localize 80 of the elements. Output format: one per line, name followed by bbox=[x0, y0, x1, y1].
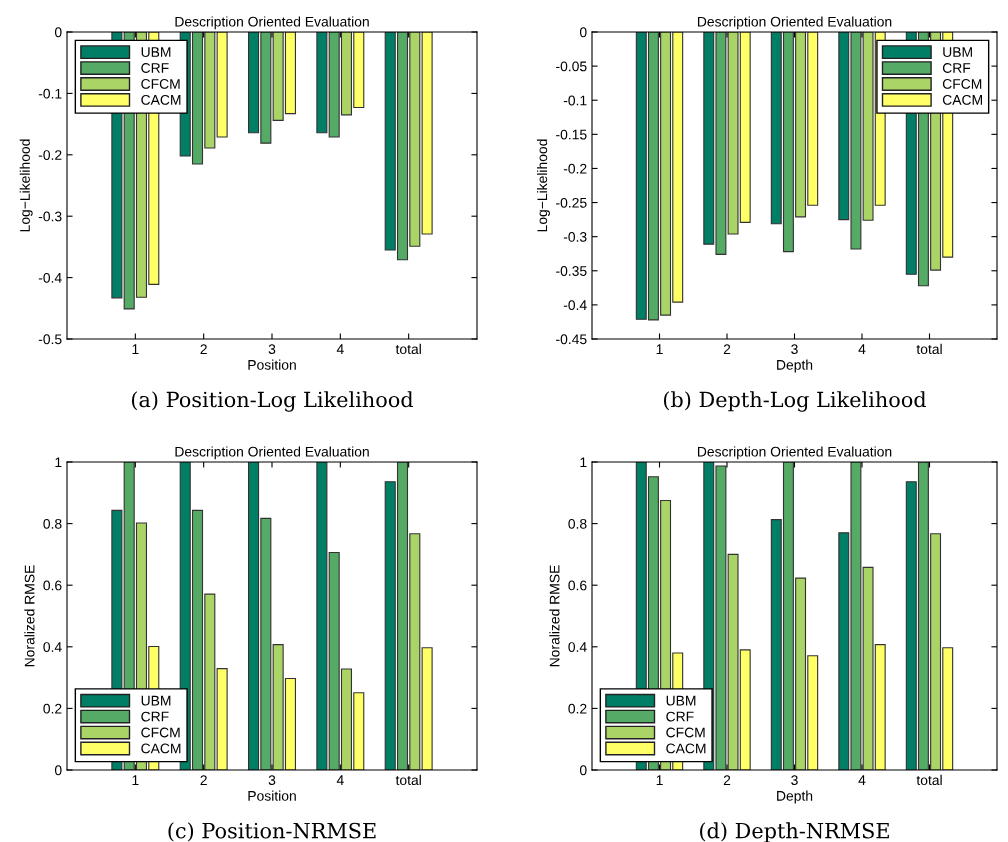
text: (c) Position-NRMSE bbox=[168, 822, 376, 842]
legend-label: CRF bbox=[141, 63, 169, 73]
y-tick-label: -0.4 bbox=[38, 272, 62, 283]
y-tick-label: 0.6 bbox=[568, 580, 587, 591]
legend-label: UBM bbox=[666, 695, 696, 706]
legend-label: CACM bbox=[141, 743, 181, 754]
y-tick-label: 0.2 bbox=[568, 703, 587, 714]
y-tick-label: 0 bbox=[54, 27, 62, 38]
legend-label: CFCM bbox=[141, 727, 180, 738]
x-tick-label: 2 bbox=[723, 775, 731, 785]
legend-label: CRF bbox=[942, 63, 971, 73]
x-tick-label: 1 bbox=[132, 344, 139, 354]
x-tick-label: 1 bbox=[132, 775, 139, 785]
y-tick-label: -0.5 bbox=[38, 334, 62, 345]
x-axis-title: Position bbox=[248, 359, 296, 370]
y-tick-label: -0.05 bbox=[556, 61, 587, 72]
y-tick-label: -0.45 bbox=[556, 334, 587, 345]
y-axis-title: Noralized RMSE bbox=[24, 565, 35, 667]
x-tick-label: 2 bbox=[200, 775, 207, 785]
legend-label: CRF bbox=[666, 711, 694, 722]
chart-title: Description Oriented Evaluation bbox=[175, 16, 369, 30]
x-tick-label: 1 bbox=[656, 344, 663, 354]
x-tick-label: total bbox=[916, 774, 942, 786]
x-tick-label: 2 bbox=[200, 344, 207, 354]
y-tick-label: -0.1 bbox=[563, 95, 587, 106]
legend-label: CACM bbox=[141, 94, 181, 105]
y-tick-label: 0 bbox=[54, 765, 62, 776]
x-tick-label: 3 bbox=[268, 344, 276, 355]
legend-label: CACM bbox=[666, 743, 706, 754]
x-axis-title: Position bbox=[248, 790, 296, 801]
y-tick-label: -0.2 bbox=[563, 163, 587, 174]
y-tick-label: -0.4 bbox=[563, 300, 587, 311]
x-tick-label: 3 bbox=[791, 344, 798, 355]
y-tick-label: -0.1 bbox=[38, 88, 62, 99]
y-tick-label: 0.8 bbox=[568, 518, 587, 529]
y-tick-label: 0.4 bbox=[43, 642, 62, 652]
chart-title: Description Oriented Evaluation bbox=[175, 446, 369, 460]
legend-label: CACM bbox=[942, 94, 982, 105]
y-tick-label: -0.3 bbox=[38, 211, 62, 222]
x-tick-label: 4 bbox=[336, 344, 344, 354]
y-tick-label: -0.15 bbox=[556, 129, 587, 140]
legend-label: CFCM bbox=[942, 79, 982, 89]
x-tick-label: 3 bbox=[791, 775, 798, 786]
x-tick-label: total bbox=[395, 343, 421, 355]
x-tick-label: 2 bbox=[723, 344, 731, 354]
x-tick-label: 4 bbox=[858, 775, 866, 785]
legend-label: CFCM bbox=[666, 727, 705, 738]
legend-label: UBM bbox=[141, 695, 171, 706]
text: (a) Position-Log Likelihood bbox=[131, 391, 414, 412]
y-tick-label: 0 bbox=[579, 27, 587, 38]
chart-title: Description Oriented Evaluation bbox=[697, 16, 892, 30]
y-tick-label: 1 bbox=[580, 457, 587, 468]
y-tick-label: 0.8 bbox=[43, 518, 62, 529]
legend-label: UBM bbox=[943, 47, 972, 57]
y-axis-title: Log−Likelihood bbox=[19, 139, 33, 232]
x-tick-label: 3 bbox=[268, 775, 276, 786]
y-tick-label: 0 bbox=[579, 765, 587, 776]
legend-label: UBM bbox=[141, 47, 171, 57]
y-tick-label: -0.25 bbox=[556, 197, 587, 208]
legend-label: CFCM bbox=[141, 79, 180, 89]
y-tick-label: 1 bbox=[55, 457, 62, 468]
y-tick-label: -0.3 bbox=[563, 232, 587, 242]
y-axis-title: Log−Likelihood bbox=[536, 139, 550, 232]
text: (d) Depth-NRMSE bbox=[700, 822, 889, 842]
y-tick-label: -0.2 bbox=[38, 150, 62, 160]
x-axis-title: Depth bbox=[777, 790, 813, 804]
chart-title: Description Oriented Evaluation bbox=[697, 446, 892, 460]
x-tick-label: 4 bbox=[336, 775, 344, 785]
x-tick-label: total bbox=[395, 774, 421, 786]
y-axis-title: Noralized RMSE bbox=[549, 565, 560, 667]
x-tick-label: 1 bbox=[656, 775, 663, 785]
y-tick-label: -0.35 bbox=[556, 266, 587, 276]
y-tick-label: 0.4 bbox=[568, 642, 587, 652]
text: (b) Depth-Log Likelihood bbox=[663, 391, 927, 412]
y-tick-label: 0.6 bbox=[43, 580, 62, 591]
y-tick-label: 0.2 bbox=[43, 703, 62, 714]
x-tick-label: 4 bbox=[858, 344, 866, 354]
x-axis-title: Depth bbox=[777, 359, 813, 373]
x-tick-label: total bbox=[916, 343, 942, 355]
legend-label: CRF bbox=[141, 711, 169, 722]
